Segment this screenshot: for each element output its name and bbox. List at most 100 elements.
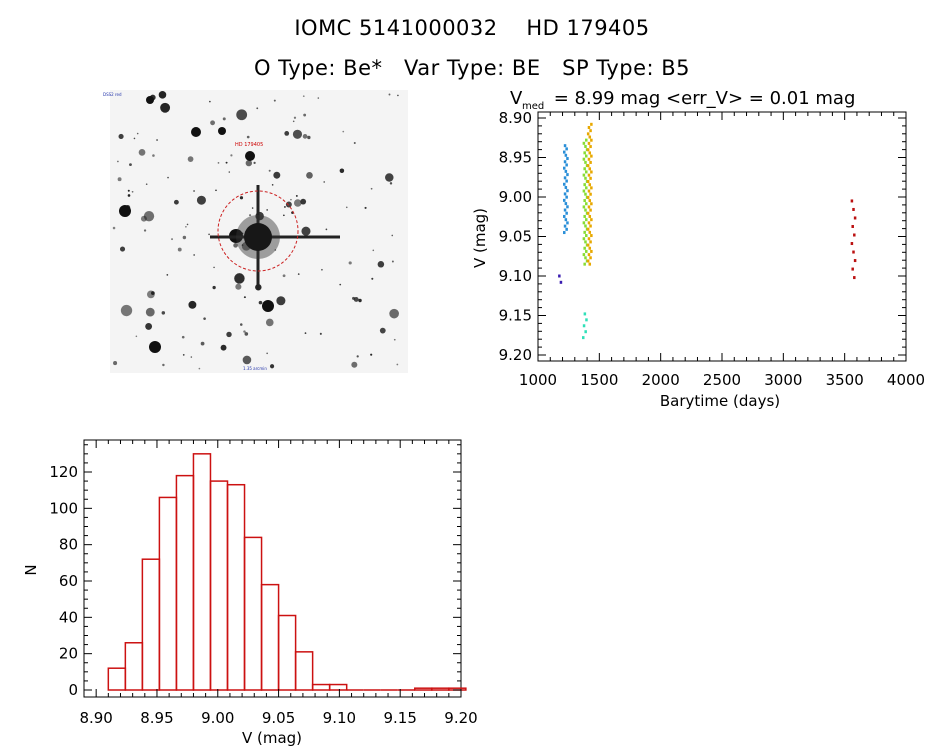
- sky-star: [233, 243, 238, 248]
- lc-data-point: [582, 189, 586, 193]
- sky-star: [353, 142, 356, 145]
- histogram-bar: [141, 558, 161, 691]
- sky-star: [321, 268, 323, 271]
- sky-star: [306, 172, 313, 179]
- sky-star: [283, 214, 285, 217]
- sky-star: [140, 215, 147, 222]
- lc-data-point: [586, 132, 590, 136]
- lc-data-point: [589, 240, 592, 244]
- sky-star: [120, 304, 133, 317]
- lc-data-point: [587, 125, 591, 129]
- sky-star: [145, 307, 155, 317]
- lc-xtick-label: 1500: [580, 371, 618, 389]
- target-circle: [217, 190, 299, 272]
- sky-star: [213, 266, 215, 269]
- lc-ytick-label: 8.95: [499, 149, 532, 167]
- histogram-bar: [209, 480, 229, 691]
- lc-data-point: [588, 167, 592, 171]
- lc-ytick-label: 9.05: [499, 228, 532, 246]
- sky-star: [370, 187, 373, 190]
- sky-star: [370, 353, 373, 356]
- sky-star: [235, 283, 242, 290]
- lc-data-point: [565, 227, 568, 231]
- lc-data-point: [852, 207, 855, 211]
- sky-star: [285, 201, 292, 208]
- lc-ytick-label: 9.00: [499, 188, 532, 206]
- lc-data-point: [588, 214, 592, 218]
- sky-star: [301, 226, 311, 236]
- sky-star: [300, 198, 307, 205]
- lc-data-point: [586, 211, 590, 215]
- h-xtick-label: 9.05: [262, 709, 295, 727]
- lc-data-point: [584, 192, 587, 196]
- lc-data-point: [585, 170, 588, 174]
- lc-data-point: [582, 253, 586, 257]
- title-sub: med: [522, 101, 544, 112]
- lc-data-point: [588, 230, 592, 234]
- target-label: HD 179405: [235, 142, 263, 148]
- sky-star: [220, 344, 227, 351]
- sky-star: [377, 261, 385, 268]
- lc-data-point: [585, 202, 588, 206]
- lc-data-point: [587, 221, 591, 225]
- lc-data-point: [589, 160, 592, 164]
- sky-star: [131, 190, 134, 193]
- sky-star: [228, 171, 231, 173]
- sky-star: [348, 261, 352, 265]
- lc-data-point: [588, 199, 592, 203]
- sky-star: [245, 159, 253, 167]
- lc-ytick-label: 9.20: [499, 346, 532, 364]
- lc-data-point: [589, 256, 592, 260]
- h-xtick-label: 9.15: [383, 709, 416, 727]
- lc-data-point: [587, 157, 591, 161]
- sky-star: [290, 198, 292, 201]
- sky-star: [210, 120, 216, 126]
- h-ytick-label: 20: [59, 645, 78, 663]
- lc-ytick-label: 9.10: [499, 267, 532, 285]
- lc-ytick-label: 9.15: [499, 307, 532, 325]
- sky-star: [245, 151, 255, 161]
- sky-star: [317, 97, 320, 99]
- lc-data-point: [582, 157, 586, 161]
- lc-data-point: [850, 242, 854, 246]
- sky-star: [269, 364, 275, 369]
- histogram-bar: [431, 687, 450, 691]
- sky-star: [162, 363, 165, 367]
- sky-star: [127, 194, 131, 197]
- sky-star: [158, 91, 167, 99]
- lc-data-point: [585, 138, 588, 142]
- h-ytick-label: 0: [68, 681, 78, 699]
- sky-star: [239, 196, 244, 200]
- lc-data-point: [582, 237, 586, 241]
- light-curve-frame: [537, 111, 907, 362]
- lc-data-point: [589, 192, 592, 196]
- sky-star: [304, 332, 307, 334]
- sky-star: [200, 341, 205, 346]
- sky-star: [133, 137, 136, 140]
- sky-star: [234, 273, 245, 284]
- histogram-bar: [260, 583, 280, 691]
- lc-data-point: [851, 224, 854, 228]
- lc-data-point: [582, 221, 586, 225]
- lc-data-point: [564, 153, 568, 157]
- sky-star: [230, 154, 233, 157]
- sky-star: [345, 206, 348, 209]
- sky-star: [151, 291, 155, 295]
- sky-star: [256, 107, 259, 110]
- sky-star: [127, 189, 130, 192]
- lc-data-point: [585, 186, 588, 190]
- lc-data-point: [586, 148, 590, 152]
- sky-star: [138, 149, 146, 156]
- lc-data-point: [583, 246, 586, 250]
- lc-data-point: [850, 199, 854, 203]
- lc-data-point: [589, 224, 592, 228]
- lc-xtick-label: 2500: [703, 371, 741, 389]
- lc-data-point: [587, 189, 591, 193]
- sky-star: [117, 177, 122, 182]
- sky-star: [258, 300, 263, 305]
- sky-star: [160, 102, 171, 113]
- lc-data-point: [584, 224, 587, 228]
- sky-star: [303, 113, 307, 117]
- h-ytick-label: 60: [59, 572, 78, 590]
- lc-data-point: [584, 208, 587, 212]
